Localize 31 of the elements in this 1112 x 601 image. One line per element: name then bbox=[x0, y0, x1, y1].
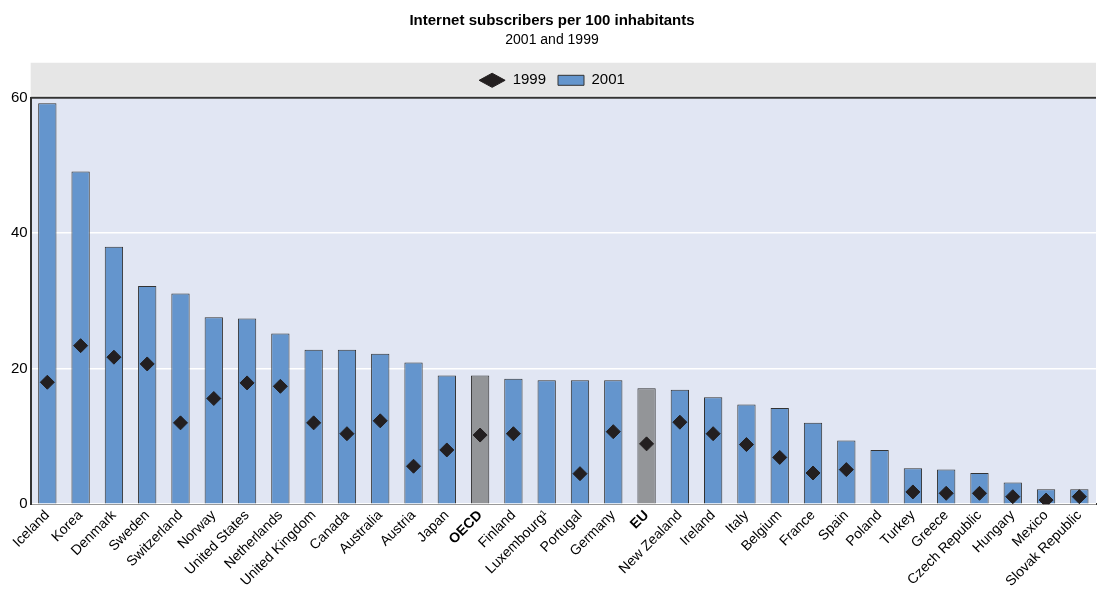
point bbox=[39, 374, 55, 390]
y-tick-label: 40 bbox=[11, 223, 28, 241]
point bbox=[705, 426, 721, 442]
point bbox=[505, 426, 521, 442]
legend-label: 2001 bbox=[591, 70, 625, 88]
point bbox=[173, 415, 188, 431]
point bbox=[639, 436, 655, 452]
point bbox=[672, 414, 688, 430]
point bbox=[439, 442, 455, 458]
y-tick-label: 20 bbox=[11, 358, 28, 376]
point bbox=[139, 356, 155, 372]
point bbox=[605, 424, 621, 440]
point bbox=[805, 465, 821, 481]
legend-label: 1999 bbox=[512, 70, 547, 88]
point bbox=[306, 415, 322, 431]
point bbox=[372, 413, 388, 429]
point bbox=[472, 427, 488, 443]
point bbox=[239, 375, 255, 391]
point bbox=[339, 426, 355, 442]
y-tick-label: 0 bbox=[19, 494, 28, 512]
point bbox=[572, 466, 588, 482]
point bbox=[272, 378, 288, 394]
y-tick-label: 60 bbox=[11, 87, 28, 105]
point bbox=[106, 349, 122, 365]
chart-title: Internet subscribers per 100 inhabitants bbox=[409, 11, 695, 29]
chart-subtitle: 2001 and 1999 bbox=[505, 31, 599, 48]
point bbox=[206, 390, 222, 406]
point bbox=[406, 458, 422, 474]
point bbox=[772, 449, 788, 465]
point bbox=[73, 338, 89, 354]
point bbox=[738, 437, 754, 453]
